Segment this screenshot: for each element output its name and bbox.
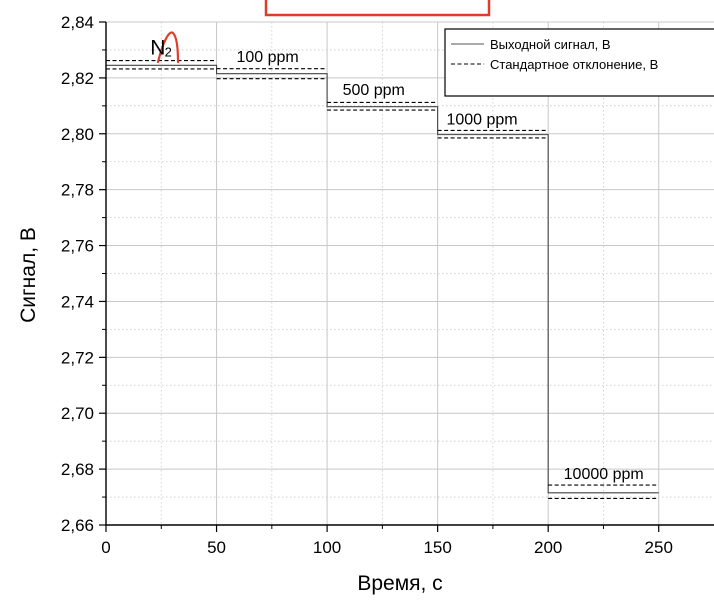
- annotation-label: 10000 ppm: [564, 466, 644, 483]
- tick-labels: 0 50 100 150 200 250 2,66 2,68 2,70 2,72 2,74 2,76 2…: [61, 13, 673, 557]
- legend-box: [444, 28, 714, 97]
- series-line-signal: [106, 64, 659, 494]
- annotations: N 2 100 ppm 500 ppm 1000 ppm 10000 ppm: [150, 37, 644, 483]
- x-tick-label: 50: [207, 538, 226, 557]
- gridlines: [106, 21, 714, 525]
- annotation-label: 100 ppm: [236, 49, 298, 66]
- annotation-label: 1000 ppm: [446, 112, 517, 129]
- x-tick-label: 150: [423, 538, 451, 557]
- x-tick-label: 100: [313, 538, 341, 557]
- hand-drawn-mark: [156, 31, 180, 64]
- y-tick-label: 2,82: [61, 69, 94, 88]
- legend-label-signal: Выходной сигнал, В: [490, 37, 611, 52]
- series-layer: [106, 60, 659, 500]
- y-axis-title: Сигнал, В: [17, 227, 40, 323]
- y-tick-label: 2,84: [61, 13, 94, 32]
- y-tick-label: 2,72: [61, 348, 94, 367]
- y-tick-label: 2,68: [61, 460, 94, 479]
- y-tick-label: 2,66: [61, 516, 94, 535]
- caption-box-fragment: [264, 0, 491, 17]
- axes: [99, 21, 714, 532]
- x-axis-title: Время, с: [357, 572, 442, 595]
- y-tick-label: 2,74: [61, 292, 94, 311]
- x-tick-label: 250: [645, 538, 673, 557]
- annotation-n2-letter: N: [150, 37, 165, 60]
- annotation-label: 500 ppm: [343, 82, 405, 99]
- x-tick-label: 0: [101, 538, 110, 557]
- y-tick-label: 2,70: [61, 404, 94, 423]
- y-tick-label: 2,78: [61, 181, 94, 200]
- x-tick-label: 200: [534, 538, 562, 557]
- legend-label-stddev: Стандартное отклонение, В: [490, 57, 658, 72]
- y-tick-label: 2,80: [61, 125, 94, 144]
- legend: Выходной сигнал, В Стандартное отклонени…: [444, 28, 714, 97]
- annotation-n2-subscript: 2: [165, 45, 172, 60]
- y-tick-label: 2,76: [61, 237, 94, 256]
